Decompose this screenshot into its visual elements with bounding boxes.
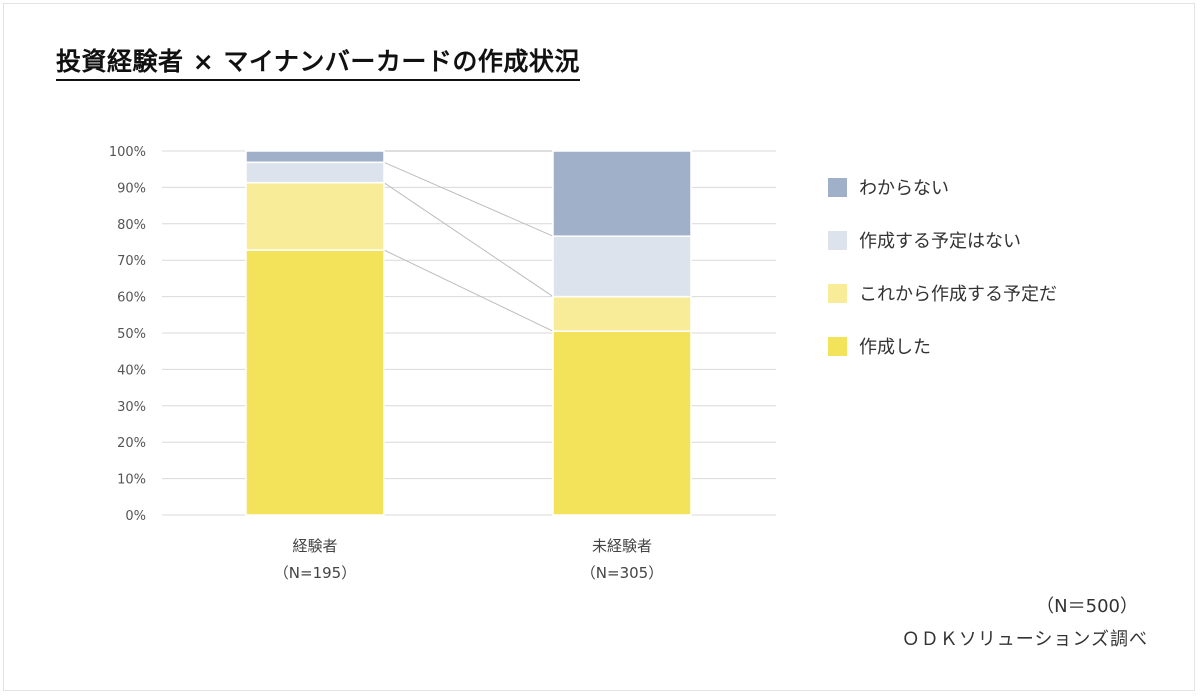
bar-segment: [245, 181, 385, 251]
y-tick-label: 30%: [117, 400, 146, 415]
chart-title: 投資経験者 × マイナンバーカードの作成状況: [56, 42, 580, 81]
bar-segment: [245, 249, 385, 516]
y-tick-label: 90%: [117, 181, 146, 196]
y-tick-label: 10%: [117, 473, 146, 488]
legend-item: わからない: [828, 174, 1057, 200]
bar-segment: [245, 150, 385, 164]
legend-swatch: [828, 177, 847, 197]
connector-layer: [383, 150, 554, 332]
y-tick-label: 50%: [117, 327, 146, 342]
bar-layer: [245, 150, 692, 516]
legend-swatch: [828, 230, 847, 250]
total-n-note: （N＝500）: [1036, 596, 1138, 617]
legend-swatch: [828, 336, 847, 356]
legend-item: 作成する予定はない: [828, 227, 1057, 253]
x-category-count: （N=195）: [274, 564, 356, 582]
connector-line: [383, 249, 554, 332]
legend-swatch: [828, 283, 847, 303]
legend-label: これから作成する予定だ: [859, 284, 1057, 305]
x-category-label: 経験者: [292, 537, 337, 555]
legend-item: 作成した: [828, 333, 1057, 359]
y-tick-label: 40%: [117, 363, 146, 378]
chart-frame: [3, 3, 1195, 691]
y-tick-label: 60%: [117, 291, 146, 306]
x-category-count: （N=305）: [581, 564, 663, 582]
y-tick-label: 80%: [117, 218, 146, 233]
legend-item: これから作成する予定だ: [828, 280, 1057, 306]
y-tick-label: 0%: [125, 509, 146, 524]
y-tick-label: 70%: [117, 254, 146, 269]
bar-segment: [245, 161, 385, 184]
x-axis-labels: 経験者 （N=195） 未経験者 （N=305）: [274, 537, 663, 582]
bar-segment: [552, 150, 692, 237]
legend-label: 作成した: [859, 337, 931, 358]
bar-segment: [552, 330, 692, 516]
connector-line: [383, 182, 554, 298]
source-note: ＯＤＫソリューションズ調べ: [901, 629, 1148, 650]
bar-segment: [552, 235, 692, 298]
x-category-label: 未経験者: [592, 537, 652, 555]
y-tick-label: 20%: [117, 436, 146, 451]
bar-segment: [552, 295, 692, 332]
connector-line: [383, 161, 554, 237]
legend: わからない作成する予定はないこれから作成する予定だ 作成した: [828, 174, 1057, 386]
y-tick-label: 100%: [109, 145, 146, 160]
legend-label: 作成する予定はない: [859, 231, 1021, 252]
y-axis-ticks: 0% 10% 20% 30% 40% 50% 60% 70% 80% 90% 100%: [109, 145, 146, 524]
legend-label: わからない: [859, 178, 949, 199]
